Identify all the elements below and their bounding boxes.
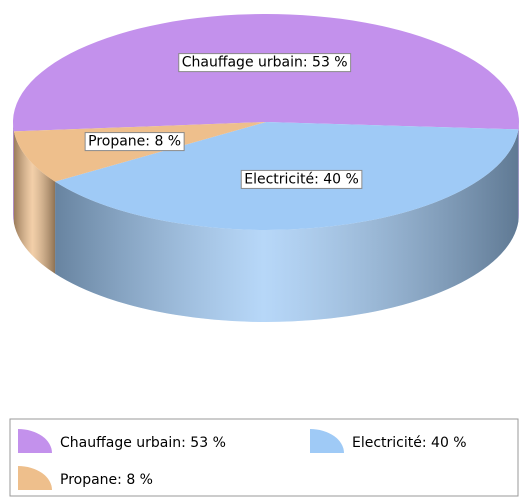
data-label: Propane: 8 % bbox=[88, 134, 181, 150]
legend-box bbox=[9, 418, 519, 497]
legend-swatch bbox=[310, 429, 344, 453]
slice-side-shade bbox=[13, 122, 14, 224]
data-label-box bbox=[178, 53, 352, 73]
data-label-box bbox=[84, 132, 185, 152]
data-label: Electricité: 40 % bbox=[244, 171, 359, 187]
legend-swatch bbox=[18, 466, 52, 490]
slice bbox=[12, 13, 519, 132]
slice-side-shade bbox=[13, 131, 56, 274]
legend-label: Chauffage urbain: 53 % bbox=[60, 435, 226, 451]
legend-label: Electricité: 40 % bbox=[352, 435, 467, 451]
data-label-box bbox=[240, 169, 363, 189]
slice bbox=[13, 122, 267, 182]
legend-label: Propane: 8 % bbox=[60, 472, 153, 488]
data-label: Chauffage urbain: 53 % bbox=[182, 55, 348, 71]
legend-swatch bbox=[18, 429, 52, 453]
slice-side-shade bbox=[55, 129, 519, 322]
